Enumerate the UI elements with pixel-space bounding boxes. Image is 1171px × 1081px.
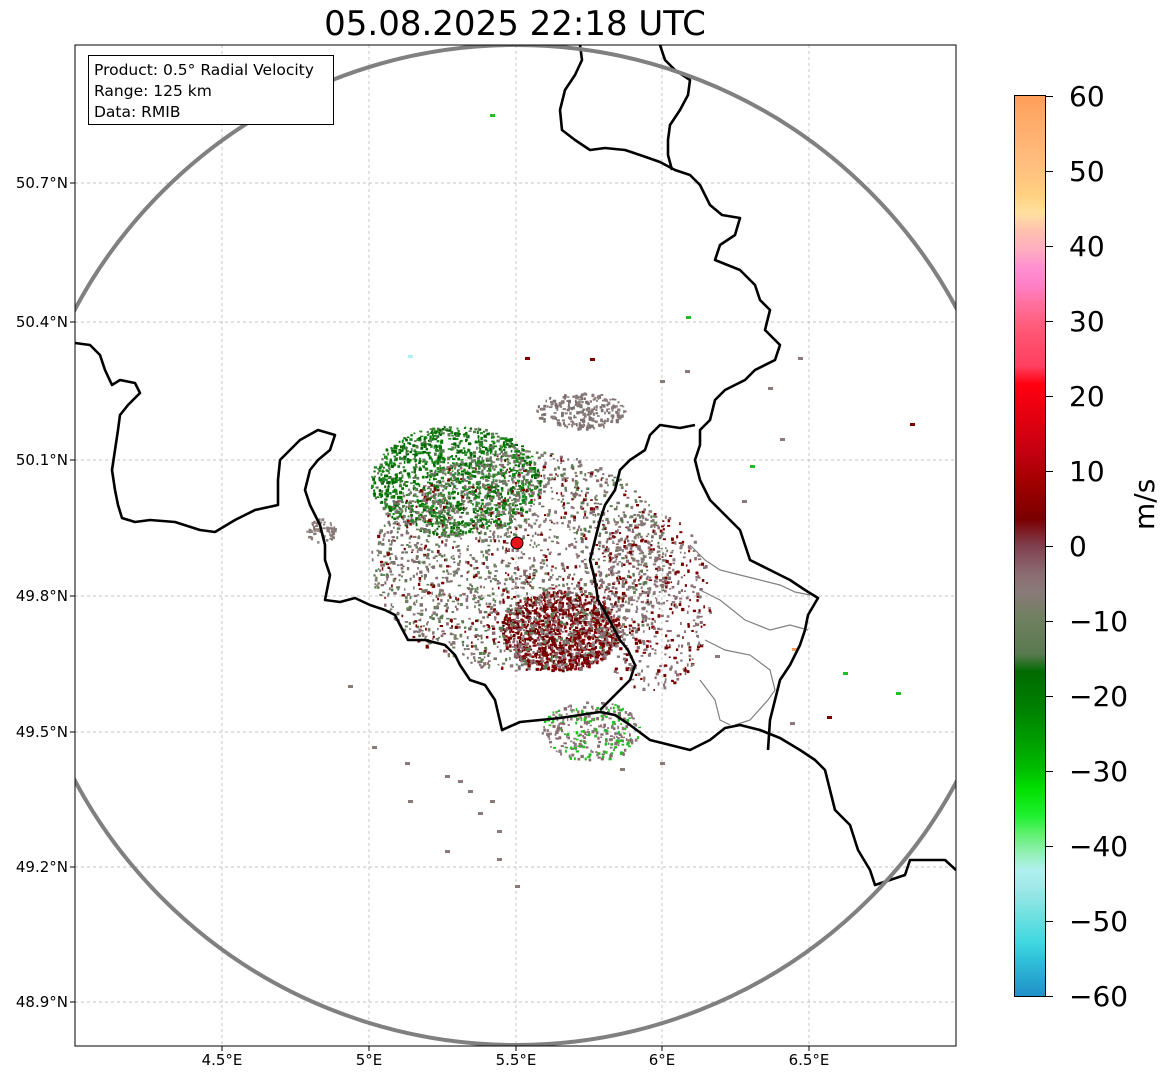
map-title: 05.08.2025 22:18 UTC (324, 4, 706, 44)
province-boundary (689, 544, 811, 726)
colorbar-label: 10 (1069, 455, 1105, 488)
lon-label: 4.5°E (201, 1051, 243, 1069)
lon-label: 6.5°E (788, 1051, 830, 1069)
gridlines (75, 45, 956, 1046)
colorbar-label: 20 (1069, 380, 1105, 413)
lat-label: 49.2°N (15, 858, 68, 876)
colorbar-ticks: 60 50 40 30 20 10 0 −10 −20 −30 −40 −50 … (1046, 0, 1171, 1081)
info-product: Product: 0.5° Radial Velocity (94, 61, 314, 79)
colorbar-label: 40 (1069, 230, 1105, 263)
lat-label: 50.1°N (15, 451, 68, 469)
colorbar-label: −10 (1069, 605, 1129, 638)
colorbar-label: 50 (1069, 155, 1105, 188)
colorbar-label: −50 (1069, 905, 1129, 938)
country-border (75, 341, 956, 887)
lat-label: 50.7°N (15, 174, 68, 192)
colorbar-label: −20 (1069, 680, 1129, 713)
radar-echo-field (306, 114, 915, 888)
lat-label: 49.8°N (15, 587, 68, 605)
lat-label: 50.4°N (15, 313, 68, 331)
info-range: Range: 125 km (94, 82, 212, 100)
colorbar-unit: m/s (1128, 478, 1161, 530)
country-border-east (558, 45, 820, 751)
velocity-colorbar (1014, 95, 1046, 997)
colorbar-label: 0 (1069, 530, 1087, 563)
colorbar-label: 60 (1069, 80, 1105, 113)
country-border-north (658, 45, 692, 171)
range-ring (75, 45, 956, 1046)
colorbar-label: −30 (1069, 755, 1129, 788)
colorbar-label: 30 (1069, 305, 1105, 338)
lon-label: 6°E (648, 1051, 676, 1069)
colorbar-label: −60 (1069, 980, 1129, 1013)
lat-label: 49.5°N (15, 723, 68, 741)
lat-label: 48.9°N (15, 993, 68, 1011)
lon-label: 5.5°E (495, 1051, 537, 1069)
product-info-box: Product: 0.5° Radial Velocity Range: 125… (88, 55, 334, 125)
radar-site-marker (510, 536, 524, 550)
info-data-source: Data: RMIB (94, 103, 181, 121)
country-border-lux (588, 423, 696, 711)
lon-label: 5°E (355, 1051, 383, 1069)
colorbar-label: −40 (1069, 830, 1129, 863)
